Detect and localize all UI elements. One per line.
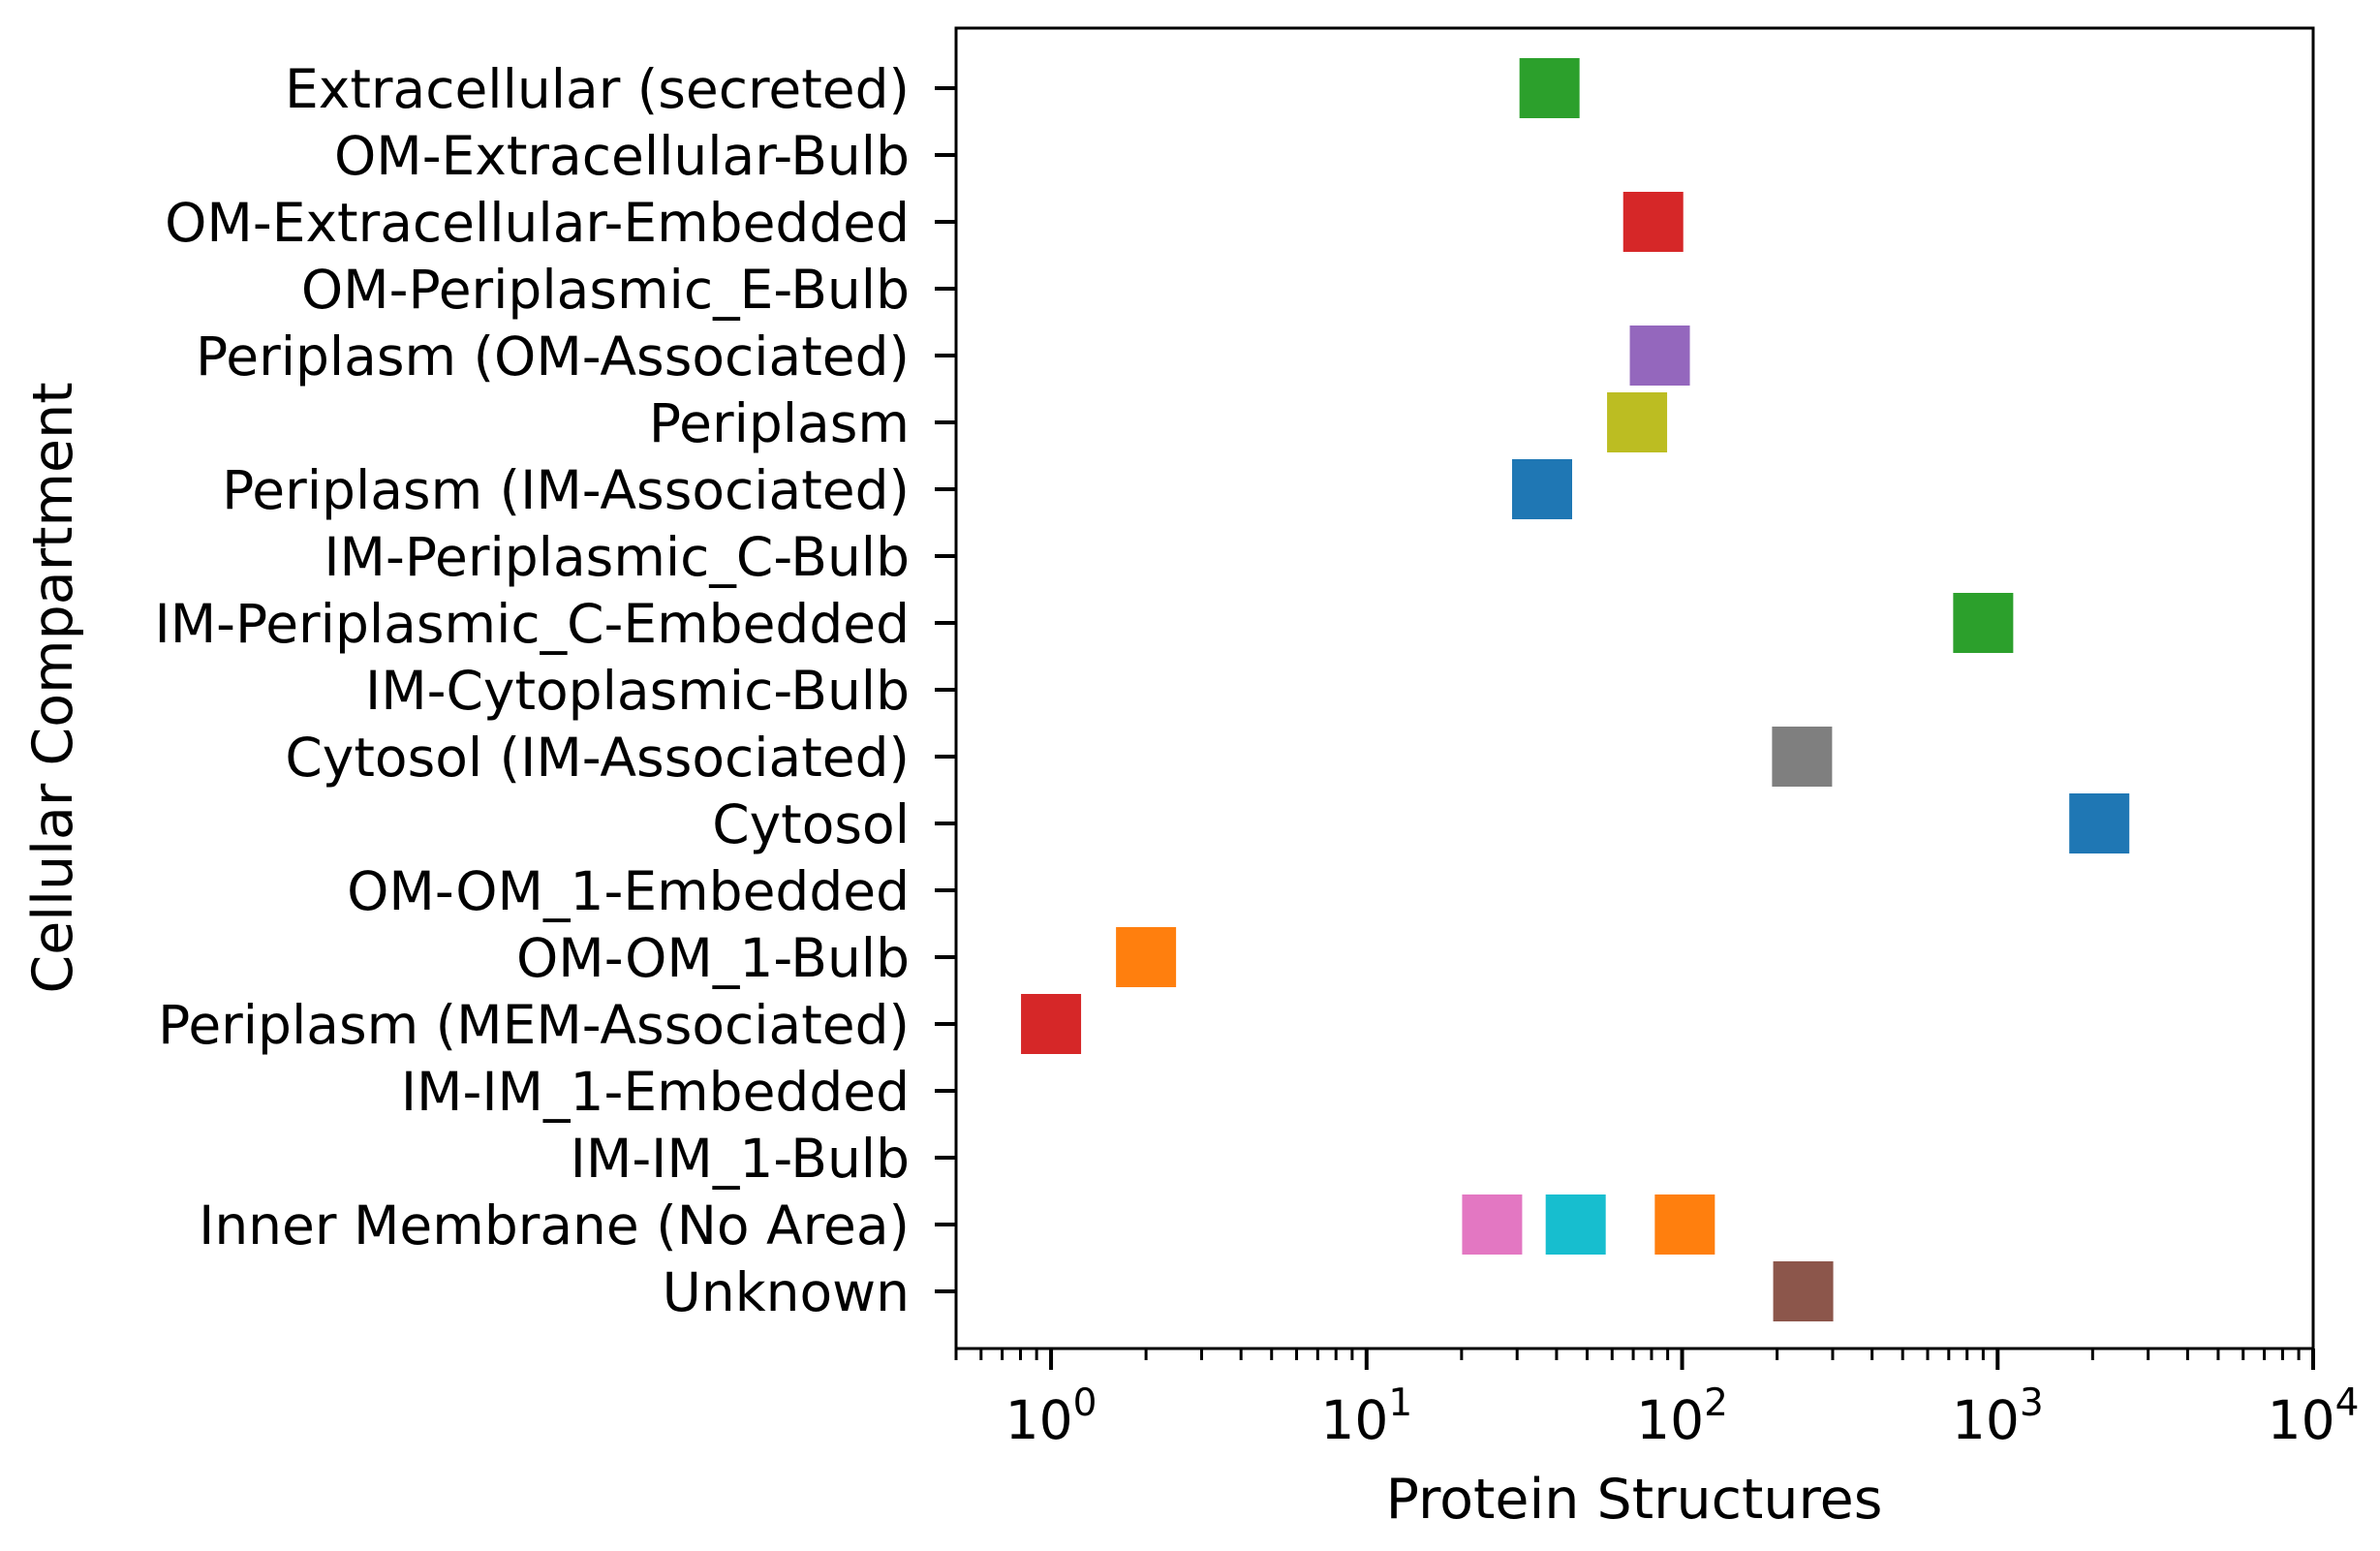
y-tick-label: IM-Periplasmic_C-Bulb bbox=[324, 526, 910, 588]
x-tick-label: 104 bbox=[2268, 1381, 2360, 1451]
x-tick-label: 100 bbox=[1005, 1381, 1097, 1451]
data-points bbox=[1021, 58, 2130, 1321]
y-tick-label: IM-Cytoplasmic-Bulb bbox=[365, 660, 910, 722]
y-tick-label: Cytosol (IM-Associated) bbox=[285, 727, 910, 789]
y-tick-label: IM-IM_1-Bulb bbox=[571, 1128, 910, 1190]
data-point-marker bbox=[1953, 593, 2014, 653]
x-axis-label: Protein Structures bbox=[1386, 1468, 1883, 1532]
y-tick-label: OM-OM_1-Bulb bbox=[516, 927, 910, 989]
data-point-marker bbox=[1629, 326, 1690, 386]
y-tick-label: OM-Extracellular-Bulb bbox=[334, 125, 910, 187]
x-tick-label: 102 bbox=[1636, 1381, 1728, 1451]
y-tick-label: OM-Periplasmic_E-Bulb bbox=[301, 259, 910, 321]
y-tick-label: IM-IM_1-Embedded bbox=[401, 1061, 910, 1123]
y-tick-label: IM-Periplasmic_C-Embedded bbox=[154, 593, 910, 655]
data-point-marker bbox=[1607, 392, 1668, 452]
y-tick-label: Periplasm (IM-Associated) bbox=[222, 459, 910, 521]
y-axis: Extracellular (secreted)OM-Extracellular… bbox=[154, 58, 956, 1323]
data-point-marker bbox=[1772, 727, 1833, 787]
data-point-marker bbox=[1654, 1194, 1715, 1255]
y-tick-label: Periplasm (MEM-Associated) bbox=[158, 994, 910, 1056]
y-tick-label: OM-Extracellular-Embedded bbox=[165, 192, 910, 254]
data-point-marker bbox=[2069, 793, 2130, 853]
data-point-marker bbox=[1116, 927, 1177, 987]
y-tick-label: Unknown bbox=[663, 1261, 910, 1323]
y-tick-label: OM-OM_1-Embedded bbox=[347, 860, 910, 922]
data-point-marker bbox=[1623, 192, 1684, 252]
y-tick-label: Extracellular (secreted) bbox=[285, 58, 910, 120]
data-point-marker bbox=[1773, 1261, 1834, 1321]
y-tick-label: Inner Membrane (No Area) bbox=[199, 1194, 910, 1256]
data-point-marker bbox=[1545, 1194, 1606, 1255]
y-axis-label: Cellular Compartment bbox=[21, 382, 85, 993]
y-tick-label: Periplasm bbox=[649, 392, 910, 454]
y-tick-label: Periplasm (OM-Associated) bbox=[196, 326, 910, 388]
x-tick-label: 101 bbox=[1320, 1381, 1412, 1451]
data-point-marker bbox=[1511, 459, 1572, 519]
x-tick-label: 103 bbox=[1952, 1381, 2044, 1451]
data-point-marker bbox=[1462, 1194, 1523, 1255]
x-axis: 100 101 102 103 104 bbox=[954, 1349, 2360, 1451]
y-tick-label: Cytosol bbox=[712, 793, 910, 855]
data-point-marker bbox=[1021, 994, 1082, 1054]
data-point-marker bbox=[1519, 58, 1580, 118]
plot-frame bbox=[954, 26, 2315, 1350]
